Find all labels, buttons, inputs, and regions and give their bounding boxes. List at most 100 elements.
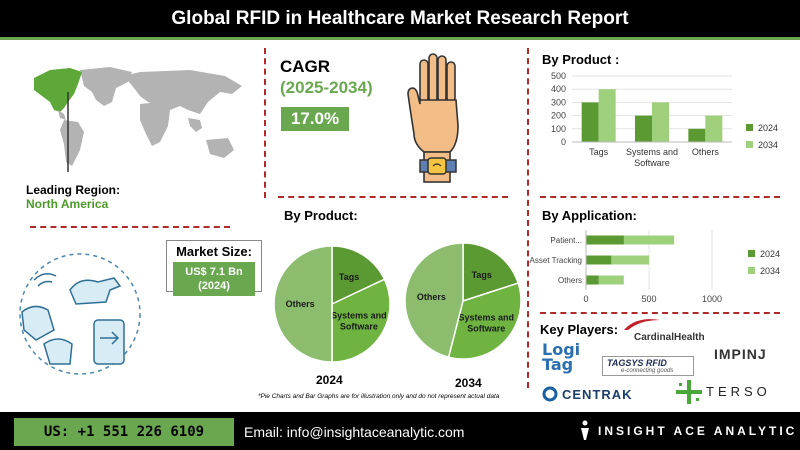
leading-region-label: Leading Region: <box>26 183 120 197</box>
pie-slice <box>273 245 333 363</box>
divider-left <box>264 48 266 198</box>
category-label: Others <box>692 147 720 157</box>
tagsys-text: TAGSYS RFID <box>607 358 667 368</box>
category-label: Tags <box>589 147 609 157</box>
pie-slice-label: Systems and <box>458 312 514 322</box>
bar-application-title: By Application: <box>542 208 637 223</box>
terso-text: TERSO <box>706 384 771 399</box>
legend-swatch <box>748 250 755 257</box>
x-tick-label: 500 <box>641 294 656 304</box>
category-label: Others <box>558 276 582 285</box>
market-size-value: US$ 7.1 Bn (2024) <box>173 262 255 296</box>
divider-left-horizontal <box>30 226 230 228</box>
pie-slice-label: Tags <box>339 272 359 282</box>
impinj-logo: IMPINJ <box>714 346 767 362</box>
pie-slice-label: Systems and <box>331 311 387 321</box>
bar <box>586 275 624 285</box>
pie-year-2024: 2024 <box>316 373 343 387</box>
illustration-note: *Pie Charts and Bar Graphs are for illus… <box>258 393 500 400</box>
pie-year-2034: 2034 <box>455 376 482 390</box>
email-link[interactable]: Email: info@insightaceanalytic.com <box>244 424 465 440</box>
pie-slice <box>462 242 520 303</box>
market-size-label: Market Size: <box>176 244 252 259</box>
tagsys-subtext: e-connecting goods <box>621 368 674 374</box>
world-map-icon <box>34 67 242 172</box>
category-label: Software <box>634 158 670 168</box>
insight-ace-logo-icon <box>581 420 589 440</box>
report-title: Global RFID in Healthcare Market Researc… <box>171 7 629 29</box>
bar <box>586 255 612 265</box>
bar <box>705 115 723 142</box>
tagsys-logo: TAGSYS RFID e-connecting goods <box>602 356 694 376</box>
divider-mid-horizontal <box>278 196 508 198</box>
x-tick-label: 1000 <box>702 294 722 304</box>
category-label: Asset Tracking <box>530 256 582 265</box>
pie-slice-label: Tags <box>472 270 492 280</box>
pie-section-title: By Product: <box>284 208 358 223</box>
terso-icon <box>676 380 702 404</box>
pie-slice-label: Software <box>340 322 378 332</box>
bar <box>586 255 649 265</box>
category-label: Patient... <box>550 236 582 245</box>
legend-label: 2024 <box>758 123 778 133</box>
legend-label: 2034 <box>758 140 778 150</box>
pie-slice-label: Others <box>286 299 315 309</box>
cardinal-health-text: CardinalHealth <box>634 332 705 343</box>
y-tick-label: 100 <box>551 124 566 134</box>
centrak-logo: CENTRAK <box>542 386 632 404</box>
bar-product-title: By Product : <box>542 52 620 67</box>
bar <box>581 102 599 142</box>
pie-slice <box>404 242 464 359</box>
impinj-text: IMPINJ <box>714 346 767 362</box>
north-america-highlight <box>34 68 82 112</box>
phone-number[interactable]: US: +1 551 226 6109 <box>14 418 234 446</box>
leading-region-value: North America <box>26 197 109 211</box>
bar <box>586 235 675 245</box>
y-tick-label: 500 <box>551 71 566 81</box>
hand-wristband-icon <box>407 53 459 183</box>
bar <box>652 102 669 142</box>
cagr-period: (2025-2034) <box>280 78 373 97</box>
cagr-label: CAGR <box>280 57 331 76</box>
legend-label: 2034 <box>760 266 780 276</box>
y-tick-label: 0 <box>561 137 566 147</box>
market-size-box: Market Size: US$ 7.1 Bn (2024) <box>166 240 262 296</box>
key-players-title: Key Players: <box>540 322 619 337</box>
cardinal-swoosh-icon <box>624 319 660 330</box>
y-tick-label: 200 <box>551 111 566 121</box>
pie-slice-label: Software <box>467 323 505 333</box>
divider-right <box>527 48 529 388</box>
x-tick-label: 0 <box>583 294 588 304</box>
legend-label: 2024 <box>760 249 780 259</box>
category-label: Systems and <box>626 147 678 157</box>
bar <box>635 115 652 142</box>
bar <box>586 275 599 285</box>
bar <box>586 235 624 245</box>
cagr-value: 17.0% <box>281 107 349 131</box>
application-bar-chart: 0 500 1000 Patient... Asset Tracking Others 20… <box>530 230 780 304</box>
bar <box>688 128 706 142</box>
y-tick-label: 400 <box>551 84 566 94</box>
legend-swatch <box>748 267 755 274</box>
centrak-icon <box>542 386 558 402</box>
legend-swatch <box>746 124 753 131</box>
divider-right-horizontal-1 <box>540 196 780 198</box>
legend-swatch <box>746 141 753 148</box>
cardinal-health-logo: CardinalHealth <box>618 316 718 344</box>
logitag-text: Logi Tag <box>542 340 581 374</box>
pie-slice <box>447 282 522 360</box>
leading-region: Leading Region: North America <box>26 183 126 211</box>
y-tick-label: 300 <box>551 97 566 107</box>
centrak-text: CENTRAK <box>562 387 633 402</box>
bar <box>598 89 616 142</box>
logitag-logo: Logi Tag <box>542 342 594 378</box>
hospital-tracking-illustration-icon <box>19 253 141 375</box>
brand-name: INSIGHT ACE ANALYTIC <box>598 424 798 438</box>
pie-slice <box>331 278 391 363</box>
divider-right-horizontal-2 <box>540 312 780 314</box>
pie-slice <box>331 245 386 306</box>
pie-slice-label: Others <box>417 292 446 302</box>
terso-logo: TERSO <box>676 380 788 404</box>
